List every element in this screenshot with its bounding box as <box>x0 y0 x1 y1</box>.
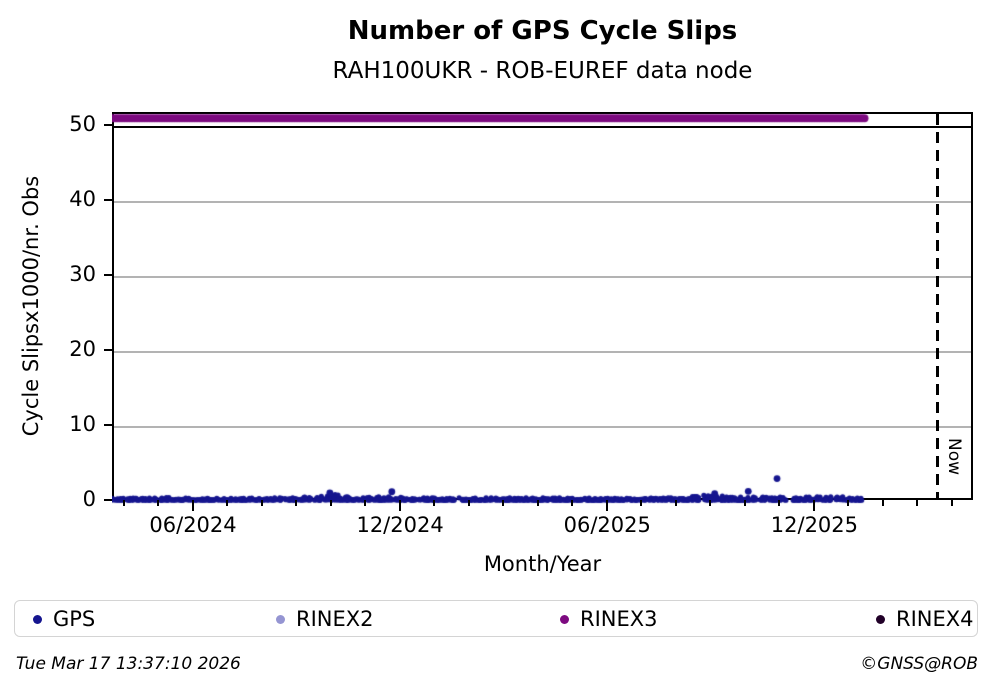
x-minor-tick <box>329 500 332 506</box>
x-minor-tick <box>157 500 160 506</box>
x-minor-tick <box>640 500 643 506</box>
x-minor-tick <box>122 500 125 506</box>
y-tickmark-0 <box>104 499 112 501</box>
y-tickmark-10 <box>104 423 112 426</box>
y-ticklabel-40: 40 <box>69 186 96 211</box>
x-minor-tick <box>709 500 712 506</box>
y-tickmark-20 <box>104 348 112 351</box>
chart-title: Number of GPS Cycle Slips <box>347 16 738 46</box>
x-minor-tick <box>260 500 263 506</box>
y-ticklabel-50: 50 <box>69 111 96 136</box>
now-label: Now <box>944 438 964 476</box>
x-minor-tick <box>226 500 229 506</box>
x-minor-tick <box>467 500 470 506</box>
chart-subtitle: RAH100UKR - ROB-EUREF data node <box>332 58 753 84</box>
x-minor-tick <box>950 500 953 506</box>
legend-item-rinex4: RINEX4 <box>876 604 974 634</box>
x-minor-tick <box>433 500 436 506</box>
y-tickmark-50 <box>104 123 112 126</box>
x-ticklabel-06/2024: 06/2024 <box>149 513 237 537</box>
y-ticklabel-30: 30 <box>69 261 96 286</box>
copyright-credit: ©GNSS@ROB <box>860 654 978 674</box>
y-ticklabel-20: 20 <box>69 336 96 361</box>
x-minor-tick <box>571 500 574 506</box>
y-tickmark-40 <box>104 198 112 201</box>
scatter-canvas <box>112 112 973 506</box>
x-major-tick-06/2025 <box>606 500 609 511</box>
x-major-tick-06/2024 <box>192 500 195 511</box>
x-minor-tick <box>847 500 850 506</box>
x-minor-tick <box>536 500 539 506</box>
y-axis-label: Cycle Slipsx1000/nr. Obs <box>19 175 43 437</box>
legend-item-rinex2: RINEX2 <box>276 604 374 634</box>
x-ticklabel-12/2024: 12/2024 <box>356 513 444 537</box>
y-ticklabel-10: 10 <box>69 411 96 436</box>
x-ticklabel-06/2025: 06/2025 <box>563 513 651 537</box>
gps-marker-icon <box>33 614 42 624</box>
y-ticklabel-0: 0 <box>82 487 96 511</box>
x-minor-tick <box>743 500 746 506</box>
x-ticklabel-12/2025: 12/2025 <box>770 513 859 537</box>
legend-item-rinex3: RINEX3 <box>560 604 658 634</box>
legend-box <box>14 600 978 637</box>
plot-timestamp: Tue Mar 17 13:37:10 2026 <box>16 654 241 674</box>
x-minor-tick <box>916 500 919 506</box>
x-minor-tick <box>881 500 884 506</box>
legend-label-gps: GPS <box>53 607 96 631</box>
y-tickmark-30 <box>104 273 112 276</box>
x-axis-label: Month/Year <box>483 552 602 576</box>
rinex2-marker-icon <box>276 614 285 624</box>
legend-label-rinex2: RINEX2 <box>296 607 374 631</box>
x-major-tick-12/2024 <box>399 500 402 511</box>
x-minor-tick <box>674 500 677 506</box>
legend-label-rinex4: RINEX4 <box>896 607 974 631</box>
x-major-tick-12/2025 <box>813 500 816 511</box>
x-minor-tick <box>778 500 781 506</box>
legend-item-gps: GPS <box>33 604 95 634</box>
legend-label-rinex3: RINEX3 <box>580 607 658 631</box>
x-minor-tick <box>502 500 505 506</box>
x-minor-tick <box>295 500 298 506</box>
rinex3-marker-icon <box>560 614 569 624</box>
rinex4-marker-icon <box>876 614 885 624</box>
x-minor-tick <box>364 500 367 506</box>
